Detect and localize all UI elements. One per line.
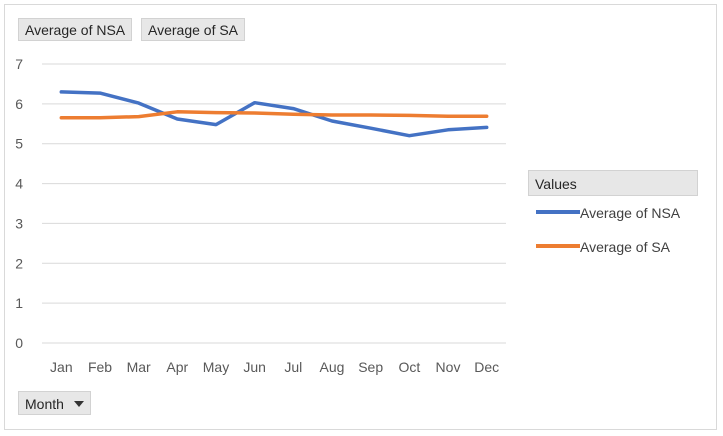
field-button-average-sa[interactable]: Average of SA <box>141 18 246 41</box>
data-point[interactable] <box>60 116 63 120</box>
y-axis-ticks: 0 1 2 3 4 5 6 7 <box>15 56 23 351</box>
data-point[interactable] <box>408 114 411 117</box>
x-tick-label: Jul <box>284 359 302 375</box>
month-field-label: Month <box>25 396 64 412</box>
data-point[interactable] <box>98 91 102 95</box>
x-tick-label: May <box>203 359 229 375</box>
dropdown-arrow-icon <box>73 401 84 408</box>
data-point[interactable] <box>369 126 372 130</box>
data-point[interactable] <box>176 117 179 121</box>
data-point[interactable] <box>176 110 179 114</box>
y-tick-label: 7 <box>15 56 23 72</box>
chart-area <box>4 4 717 430</box>
data-point[interactable] <box>137 115 140 118</box>
x-tick-label: Dec <box>474 359 499 375</box>
data-point[interactable] <box>98 116 102 120</box>
data-point[interactable] <box>408 134 411 137</box>
data-point[interactable] <box>369 113 372 117</box>
data-point[interactable] <box>485 115 488 118</box>
legend-label-sa: Average of SA <box>580 239 671 255</box>
series-line-average-of-nsa[interactable] <box>59 90 489 138</box>
x-tick-label: Jan <box>50 359 73 375</box>
series-line-average-of-sa[interactable] <box>59 110 489 120</box>
y-tick-label: 5 <box>15 136 23 152</box>
x-tick-label: Aug <box>320 359 345 375</box>
y-tick-label: 4 <box>15 176 23 192</box>
data-point[interactable] <box>330 113 334 117</box>
y-tick-label: 2 <box>15 255 23 271</box>
data-point[interactable] <box>60 90 63 94</box>
data-point[interactable] <box>214 123 218 126</box>
legend-swatch-nsa <box>536 210 580 215</box>
month-field-button[interactable]: Month <box>18 391 91 415</box>
y-tick-label: 1 <box>15 295 23 311</box>
x-tick-label: Feb <box>88 359 112 375</box>
data-point[interactable] <box>485 126 488 129</box>
data-point[interactable] <box>292 113 295 116</box>
x-axis-ticks: Jan Feb Mar Apr May Jun Jul Aug Sep Oct Nov Dec <box>50 359 499 375</box>
legend-item-average-sa[interactable]: Average of SA <box>536 237 670 257</box>
series-lines <box>59 90 489 138</box>
x-tick-label: Mar <box>127 359 151 375</box>
x-tick-label: Oct <box>398 359 420 375</box>
legend-swatch-sa <box>536 244 580 249</box>
data-point[interactable] <box>330 119 334 123</box>
legend-title[interactable]: Values <box>528 170 698 196</box>
gridlines <box>42 63 506 344</box>
data-point[interactable] <box>446 115 450 118</box>
x-tick-label: Nov <box>436 359 461 375</box>
y-tick-label: 0 <box>15 335 23 351</box>
legend-label-nsa: Average of NSA <box>580 205 681 221</box>
x-tick-label: Jun <box>243 359 266 375</box>
data-point[interactable] <box>214 111 218 114</box>
data-point[interactable] <box>446 128 450 131</box>
y-tick-label: 6 <box>15 96 23 112</box>
data-point[interactable] <box>137 101 140 105</box>
x-tick-label: Apr <box>166 359 188 375</box>
field-button-average-nsa[interactable]: Average of NSA <box>18 18 133 41</box>
x-tick-label: Sep <box>358 359 383 375</box>
data-point[interactable] <box>253 101 256 104</box>
data-point[interactable] <box>253 111 256 115</box>
y-tick-label: 3 <box>15 215 23 231</box>
legend-item-average-nsa[interactable]: Average of NSA <box>536 203 680 223</box>
data-point[interactable] <box>292 107 295 110</box>
